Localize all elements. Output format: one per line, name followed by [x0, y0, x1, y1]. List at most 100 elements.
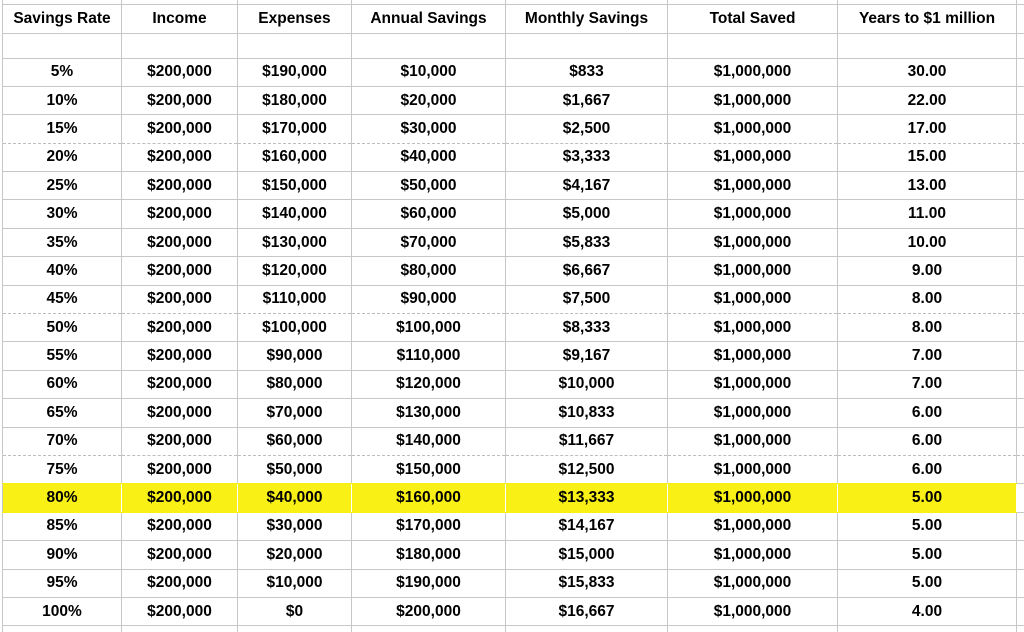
- data-cell[interactable]: 9.00: [837, 256, 1017, 286]
- data-cell[interactable]: $12,500: [505, 455, 668, 485]
- data-cell[interactable]: 5.00: [837, 569, 1017, 598]
- data-cell[interactable]: $30,000: [237, 512, 352, 542]
- data-cell[interactable]: $200,000: [121, 512, 238, 542]
- data-cell[interactable]: $180,000: [351, 540, 506, 570]
- data-cell[interactable]: $150,000: [351, 455, 506, 485]
- data-cell[interactable]: $40,000: [351, 143, 506, 173]
- data-cell[interactable]: $100,000: [351, 313, 506, 343]
- header-cell[interactable]: Income: [121, 4, 238, 34]
- data-cell[interactable]: $1,000,000: [667, 313, 838, 343]
- data-cell[interactable]: $10,000: [351, 58, 506, 87]
- data-cell[interactable]: $4,167: [505, 171, 668, 201]
- header-cell[interactable]: Total Saved: [667, 4, 838, 34]
- data-cell[interactable]: $1,000,000: [667, 143, 838, 173]
- data-cell[interactable]: 65%: [2, 398, 122, 428]
- data-cell[interactable]: 5.00: [837, 540, 1017, 570]
- data-cell[interactable]: $120,000: [237, 256, 352, 286]
- header-cell[interactable]: Expenses: [237, 4, 352, 34]
- data-cell[interactable]: 85%: [2, 512, 122, 542]
- data-cell[interactable]: $200,000: [121, 341, 238, 371]
- data-cell[interactable]: $1,000,000: [667, 114, 838, 144]
- data-cell[interactable]: 80%: [2, 483, 122, 513]
- data-cell[interactable]: 5.00: [837, 512, 1017, 542]
- data-cell[interactable]: $200,000: [121, 199, 238, 229]
- empty-cell[interactable]: [2, 33, 122, 59]
- empty-cell[interactable]: [667, 33, 838, 59]
- data-cell[interactable]: $1,000,000: [667, 569, 838, 598]
- data-cell[interactable]: 90%: [2, 540, 122, 570]
- data-cell[interactable]: $200,000: [121, 114, 238, 144]
- data-cell[interactable]: $200,000: [121, 171, 238, 201]
- data-cell[interactable]: $1,000,000: [667, 427, 838, 456]
- data-cell[interactable]: 75%: [2, 455, 122, 485]
- data-cell[interactable]: 5.00: [837, 483, 1017, 513]
- data-cell[interactable]: $1,000,000: [667, 58, 838, 87]
- header-cell[interactable]: Monthly Savings: [505, 4, 668, 34]
- data-cell[interactable]: 6.00: [837, 455, 1017, 485]
- data-cell[interactable]: 25%: [2, 171, 122, 201]
- data-cell[interactable]: $200,000: [121, 285, 238, 315]
- data-cell[interactable]: 10%: [2, 86, 122, 116]
- data-cell[interactable]: $10,833: [505, 398, 668, 428]
- empty-cell[interactable]: [351, 33, 506, 59]
- data-cell[interactable]: 95%: [2, 569, 122, 598]
- data-cell[interactable]: 6.00: [837, 427, 1017, 456]
- data-cell[interactable]: $160,000: [351, 483, 506, 513]
- data-cell[interactable]: $170,000: [237, 114, 352, 144]
- data-cell[interactable]: $160,000: [237, 143, 352, 173]
- data-cell[interactable]: $1,000,000: [667, 370, 838, 400]
- data-cell[interactable]: 11.00: [837, 199, 1017, 229]
- data-cell[interactable]: $80,000: [237, 370, 352, 400]
- data-cell[interactable]: $30,000: [351, 114, 506, 144]
- data-cell[interactable]: 4.00: [837, 597, 1017, 627]
- data-cell[interactable]: $1,000,000: [667, 86, 838, 116]
- data-cell[interactable]: 50%: [2, 313, 122, 343]
- data-cell[interactable]: 15.00: [837, 143, 1017, 173]
- data-cell[interactable]: $70,000: [237, 398, 352, 428]
- data-cell[interactable]: $200,000: [121, 58, 238, 87]
- data-cell[interactable]: $1,000,000: [667, 285, 838, 315]
- data-cell[interactable]: $130,000: [351, 398, 506, 428]
- data-cell[interactable]: $140,000: [237, 199, 352, 229]
- data-cell[interactable]: $9,167: [505, 341, 668, 371]
- data-cell[interactable]: $50,000: [351, 171, 506, 201]
- header-cell[interactable]: Annual Savings: [351, 4, 506, 34]
- data-cell[interactable]: $7,500: [505, 285, 668, 315]
- empty-cell[interactable]: [505, 33, 668, 59]
- data-cell[interactable]: $40,000: [237, 483, 352, 513]
- data-cell[interactable]: $110,000: [351, 341, 506, 371]
- header-cell[interactable]: Savings Rate: [2, 4, 122, 34]
- data-cell[interactable]: $140,000: [351, 427, 506, 456]
- data-cell[interactable]: $16,667: [505, 597, 668, 627]
- data-cell[interactable]: $50,000: [237, 455, 352, 485]
- data-cell[interactable]: $1,000,000: [667, 171, 838, 201]
- empty-cell[interactable]: [121, 33, 238, 59]
- data-cell[interactable]: 30%: [2, 199, 122, 229]
- data-cell[interactable]: $3,333: [505, 143, 668, 173]
- data-cell[interactable]: $1,000,000: [667, 341, 838, 371]
- data-cell[interactable]: $200,000: [121, 228, 238, 258]
- data-cell[interactable]: 20%: [2, 143, 122, 173]
- data-cell[interactable]: $90,000: [237, 341, 352, 371]
- data-cell[interactable]: $200,000: [121, 597, 238, 627]
- data-cell[interactable]: 10.00: [837, 228, 1017, 258]
- data-cell[interactable]: $5,000: [505, 199, 668, 229]
- data-cell[interactable]: $1,000,000: [667, 199, 838, 229]
- empty-cell[interactable]: [237, 33, 352, 59]
- data-cell[interactable]: 7.00: [837, 341, 1017, 371]
- data-cell[interactable]: 7.00: [837, 370, 1017, 400]
- data-cell[interactable]: $5,833: [505, 228, 668, 258]
- data-cell[interactable]: $200,000: [121, 370, 238, 400]
- data-cell[interactable]: 8.00: [837, 313, 1017, 343]
- data-cell[interactable]: $10,000: [237, 569, 352, 598]
- data-cell[interactable]: $90,000: [351, 285, 506, 315]
- data-cell[interactable]: $1,667: [505, 86, 668, 116]
- header-cell[interactable]: Years to $1 million: [837, 4, 1017, 34]
- data-cell[interactable]: $833: [505, 58, 668, 87]
- data-cell[interactable]: $200,000: [121, 427, 238, 456]
- data-cell[interactable]: $10,000: [505, 370, 668, 400]
- data-cell[interactable]: $1,000,000: [667, 483, 838, 513]
- data-cell[interactable]: $190,000: [237, 58, 352, 87]
- data-cell[interactable]: $200,000: [121, 313, 238, 343]
- data-cell[interactable]: $1,000,000: [667, 540, 838, 570]
